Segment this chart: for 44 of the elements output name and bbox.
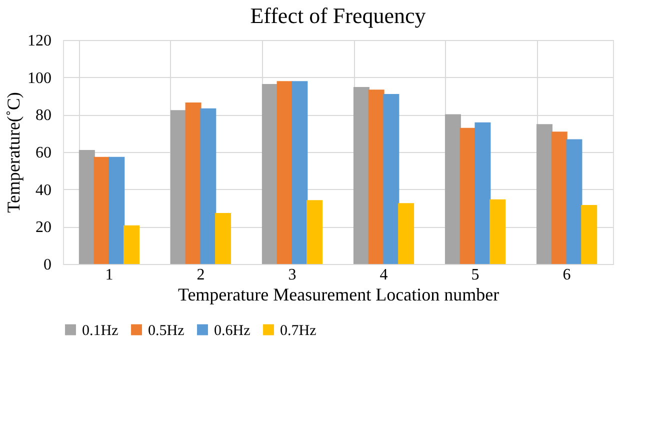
bar bbox=[215, 213, 232, 264]
bar bbox=[490, 199, 506, 264]
bar bbox=[398, 203, 414, 264]
x-tick-label: 3 bbox=[288, 266, 296, 284]
y-tick-label: 60 bbox=[36, 144, 52, 162]
bar bbox=[108, 156, 125, 264]
y-axis-title: Temperature(˚C) bbox=[4, 92, 24, 213]
legend-label: 0.6Hz bbox=[214, 322, 251, 339]
bar bbox=[124, 225, 140, 264]
bar bbox=[200, 108, 216, 264]
y-tick-label: 80 bbox=[36, 107, 52, 124]
y-tick-label: 120 bbox=[28, 32, 52, 50]
y-tick-label: 100 bbox=[28, 70, 52, 87]
bar bbox=[276, 81, 293, 264]
bar bbox=[170, 110, 186, 264]
bar bbox=[581, 205, 598, 264]
bar bbox=[368, 90, 384, 264]
bar bbox=[262, 84, 278, 264]
bar bbox=[383, 94, 400, 264]
y-tick-label: 40 bbox=[36, 182, 52, 199]
legend-label: 0.1Hz bbox=[82, 322, 119, 339]
x-tick-label: 2 bbox=[196, 266, 205, 284]
bar bbox=[306, 200, 323, 264]
x-tick-label: 1 bbox=[105, 266, 114, 284]
x-tick-label: 4 bbox=[380, 266, 388, 284]
bar bbox=[94, 156, 110, 264]
legend-label: 0.5Hz bbox=[148, 322, 185, 339]
bar bbox=[185, 102, 202, 264]
chart-title: Effect of Frequency bbox=[250, 3, 426, 28]
bar bbox=[78, 150, 95, 264]
x-tick-label: 6 bbox=[562, 266, 571, 284]
bar bbox=[292, 81, 308, 264]
bar bbox=[536, 124, 552, 264]
bar bbox=[566, 139, 582, 264]
bar bbox=[474, 122, 491, 264]
x-axis-title: Temperature Measurement Location number bbox=[178, 284, 500, 304]
legend-label: 0.7Hz bbox=[280, 322, 317, 339]
y-tick-label: 0 bbox=[44, 256, 52, 274]
bar bbox=[444, 114, 461, 264]
y-tick-label: 20 bbox=[36, 219, 52, 236]
x-tick-label: 5 bbox=[471, 266, 480, 284]
bar bbox=[353, 87, 370, 264]
bar bbox=[551, 132, 568, 264]
bar bbox=[460, 128, 476, 264]
